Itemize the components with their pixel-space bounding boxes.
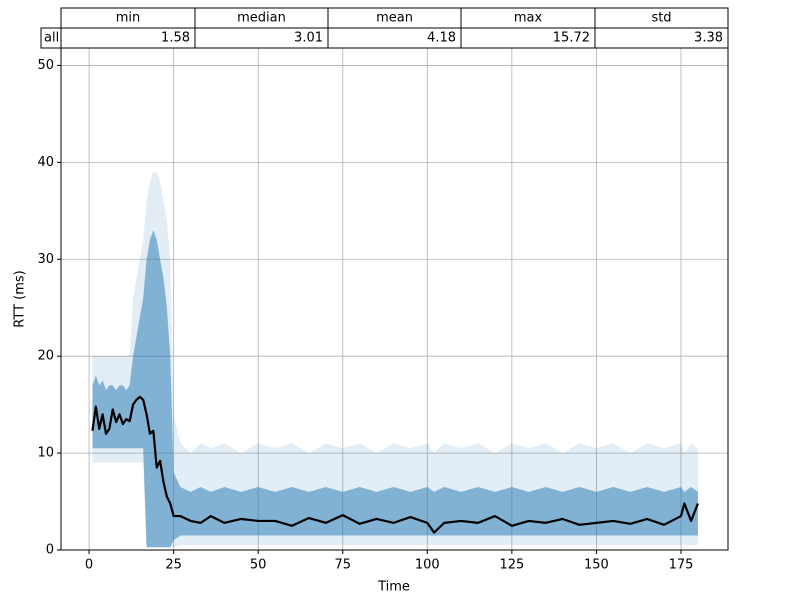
table-value: 1.58 — [161, 31, 190, 46]
x-tick-label: 50 — [250, 558, 267, 573]
y-axis-label: RTT (ms) — [13, 270, 28, 327]
y-tick-label: 10 — [37, 446, 54, 461]
table-header: std — [651, 11, 671, 26]
y-tick-label: 20 — [37, 349, 54, 364]
y-tick-label: 30 — [37, 252, 54, 267]
axes-frame — [60, 47, 729, 551]
x-tick-label: 100 — [415, 558, 440, 573]
x-axis-label: Time — [377, 580, 410, 595]
line — [91, 395, 699, 534]
table-value: 3.38 — [694, 31, 723, 46]
y-tick-label: 0 — [46, 543, 54, 558]
y-tick-label: 40 — [37, 155, 54, 170]
table-header: max — [514, 11, 543, 26]
table-value: 4.18 — [427, 31, 456, 46]
table-header: min — [116, 11, 141, 26]
plot-area — [61, 48, 728, 550]
y-tick-label: 50 — [37, 58, 54, 73]
table-value: 3.01 — [294, 31, 323, 46]
band — [92, 230, 698, 548]
x-tick-label: 0 — [85, 558, 93, 573]
x-tick-label: 75 — [334, 558, 351, 573]
table-value: 15.72 — [553, 31, 590, 46]
x-tick-label: 25 — [165, 558, 182, 573]
band — [92, 172, 698, 549]
table-header: median — [237, 11, 286, 26]
table-header: mean — [376, 11, 413, 26]
x-tick-label: 150 — [584, 558, 609, 573]
x-tick-label: 175 — [669, 558, 694, 573]
x-tick-label: 125 — [499, 558, 524, 573]
table-row-label: all — [44, 31, 59, 46]
